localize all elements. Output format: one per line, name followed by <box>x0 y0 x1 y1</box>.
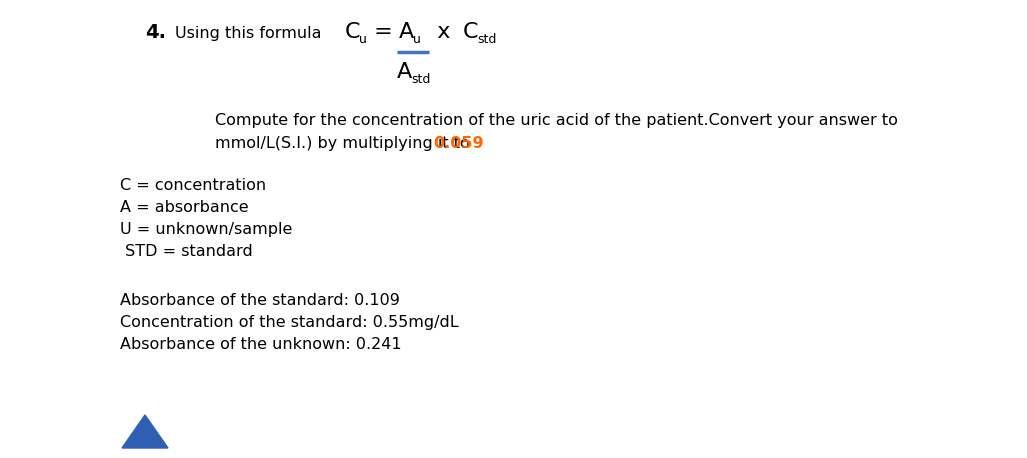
Text: STD = standard: STD = standard <box>120 244 253 259</box>
Text: Absorbance of the unknown: 0.241: Absorbance of the unknown: 0.241 <box>120 337 402 352</box>
Text: std: std <box>411 73 430 86</box>
Text: U = unknown/sample: U = unknown/sample <box>120 222 293 237</box>
Text: 4.: 4. <box>145 23 166 42</box>
Text: x: x <box>423 22 464 42</box>
Text: Concentration of the standard: 0.55mg/dL: Concentration of the standard: 0.55mg/dL <box>120 315 459 330</box>
Text: 0.059: 0.059 <box>433 136 484 151</box>
Text: mmol/L(S.I.) by multiplying it to: mmol/L(S.I.) by multiplying it to <box>215 136 474 151</box>
Text: C = concentration: C = concentration <box>120 178 266 193</box>
Text: u: u <box>359 33 367 46</box>
Text: C: C <box>345 22 360 42</box>
Text: C: C <box>463 22 479 42</box>
Text: A: A <box>397 62 412 82</box>
Text: Absorbance of the standard: 0.109: Absorbance of the standard: 0.109 <box>120 293 400 308</box>
Text: u: u <box>413 33 421 46</box>
Text: A: A <box>400 22 414 42</box>
Polygon shape <box>122 415 168 448</box>
Text: =: = <box>367 22 400 42</box>
Text: std: std <box>477 33 496 46</box>
Text: Using this formula: Using this formula <box>175 26 321 41</box>
Text: Compute for the concentration of the uric acid of the patient.Convert your answe: Compute for the concentration of the uri… <box>215 113 898 128</box>
Text: A = absorbance: A = absorbance <box>120 200 249 215</box>
